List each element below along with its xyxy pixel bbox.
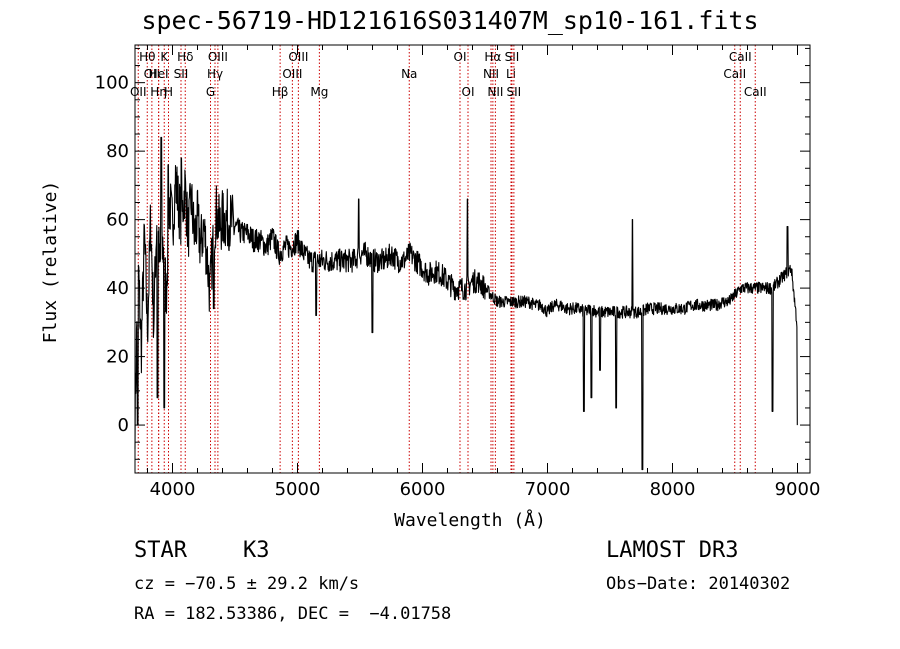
line-label-G: G <box>206 85 215 99</box>
line-label-Hα: Hα <box>484 50 501 64</box>
y-tick-label: 60 <box>106 210 129 231</box>
y-tick-label: 80 <box>106 141 129 162</box>
x-tick-label: 9000 <box>775 479 821 500</box>
x-axis-label: Wavelength (Å) <box>394 510 546 531</box>
line-label-SII: SII <box>174 67 189 81</box>
line-label-OI: OI <box>462 85 475 99</box>
x-tick-label: 6000 <box>400 479 446 500</box>
line-label-H: H <box>164 85 173 99</box>
line-label-OIII: OIII <box>288 50 308 64</box>
survey-name: LAMOST DR3 <box>606 538 739 563</box>
line-label-SII: SII <box>507 85 522 99</box>
x-tick-label: 7000 <box>525 479 571 500</box>
x-tick-label: 4000 <box>150 479 196 500</box>
line-label-CaII: CaII <box>744 85 767 99</box>
line-label-HeI: HeI <box>149 67 169 81</box>
redshift-readout: cz = −70.5 ± 29.2 km/s <box>134 574 360 594</box>
plot-frame <box>134 44 811 474</box>
y-tick-label: 0 <box>118 415 129 436</box>
line-label-Hθ: Hθ <box>139 50 155 64</box>
line-label-Na: Na <box>401 67 417 81</box>
chart-title: spec-56719-HD121616S031407M_sp10-161.fit… <box>141 6 759 35</box>
object-class: STAR <box>134 538 187 563</box>
line-label-OIII: OIII <box>208 50 228 64</box>
line-label-CaII: CaII <box>723 67 746 81</box>
line-label-Mg: Mg <box>310 85 328 99</box>
y-tick-label: 40 <box>106 278 129 299</box>
line-label-K: K <box>160 50 169 64</box>
x-tick-label: 5000 <box>275 479 321 500</box>
line-label-OII: OII <box>144 67 161 81</box>
spectrum-line <box>134 136 798 471</box>
line-label-Hδ: Hδ <box>177 50 193 64</box>
line-label-OIII: OIII <box>282 67 302 81</box>
line-label-NII: NII <box>483 67 499 81</box>
line-label-Hβ: Hβ <box>272 85 289 99</box>
x-tick-label: 8000 <box>650 479 696 500</box>
line-label-Li: Li <box>506 67 516 81</box>
line-label-NII: NII <box>487 85 503 99</box>
line-label-Hγ: Hγ <box>207 67 223 81</box>
object-subclass: K3 <box>243 538 270 563</box>
line-label-OII: OII <box>130 85 147 99</box>
y-axis-label: Flux (relative) <box>40 180 61 344</box>
y-tick-label: 20 <box>106 347 129 368</box>
line-label-CaII: CaII <box>729 50 752 64</box>
observation-date: Obs−Date: 20140302 <box>606 574 791 594</box>
line-label-SII: SII <box>505 50 520 64</box>
coordinates-readout: RA = 182.53386, DEC = −4.01758 <box>134 604 452 624</box>
y-tick-label: 100 <box>95 73 129 94</box>
line-label-OI: OI <box>454 50 467 64</box>
